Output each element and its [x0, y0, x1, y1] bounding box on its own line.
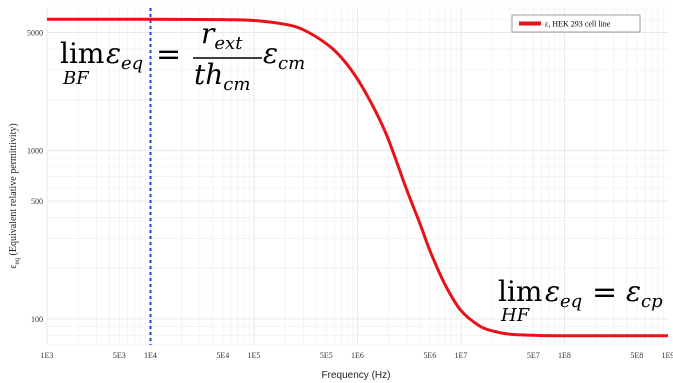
x-tick-label: 5E6	[423, 351, 436, 360]
lim-hf-sub: HF	[500, 305, 531, 326]
x-tick-label: 1E9	[662, 351, 673, 360]
y-tick-label: 1000	[27, 146, 43, 155]
lim-bf-sub: BF	[62, 68, 90, 89]
low-frequency-limit-formula: lim BF εeq = rext thcm εcm	[60, 17, 305, 95]
equals-sign: =	[156, 37, 181, 72]
x-tick-label: 1E3	[41, 351, 54, 360]
eps-eq-left: εeq	[106, 37, 143, 74]
x-tick-label: 5E4	[216, 351, 229, 360]
y-axis-label: εeq (Equivalent relative permittivity)	[8, 123, 21, 269]
lim-bf-text: lim	[60, 37, 104, 70]
legend-label: ε, HEK 293 cell line	[545, 20, 611, 29]
legend-box	[511, 14, 641, 33]
x-tick-label: 5E8	[630, 351, 643, 360]
x-tick-label: 5E3	[113, 351, 126, 360]
series-line	[46, 17, 669, 338]
y-tick-label: 5000	[27, 29, 43, 38]
x-tick-label: 1E6	[351, 351, 364, 360]
x-tick-label: 1E5	[248, 351, 261, 360]
x-axis-label: Frequency (Hz)	[322, 370, 391, 381]
numerator: rext	[201, 17, 243, 54]
y-tick-label: 100	[31, 315, 43, 324]
x-tick-labels: 1E3 5E3 1E4 5E4 1E5 5E5 1E6 5E6 1E7 5E7 1E8 5E8 1E9	[41, 351, 673, 360]
x-tick-label: 1E8	[558, 351, 571, 360]
high-frequency-limit-formula: lim HF εeq = εcp	[498, 275, 663, 326]
eps-cp: εcp	[626, 275, 663, 312]
legend: ε, HEK 293 cell line	[511, 14, 641, 33]
eps-cm: εcm	[263, 37, 305, 74]
x-tick-label: 1E7	[455, 351, 468, 360]
eps-eq-right: εeq	[545, 275, 582, 312]
x-tick-label: 1E4	[144, 351, 157, 360]
equals-sign-hf: =	[592, 275, 617, 310]
x-tick-label: 5E7	[527, 351, 540, 360]
y-tick-labels: 100 500 1000 5000	[27, 29, 43, 324]
lim-hf-text: lim	[498, 275, 542, 308]
x-tick-label: 5E5	[320, 351, 333, 360]
denominator: thcm	[194, 58, 250, 95]
y-tick-label: 500	[31, 197, 43, 206]
